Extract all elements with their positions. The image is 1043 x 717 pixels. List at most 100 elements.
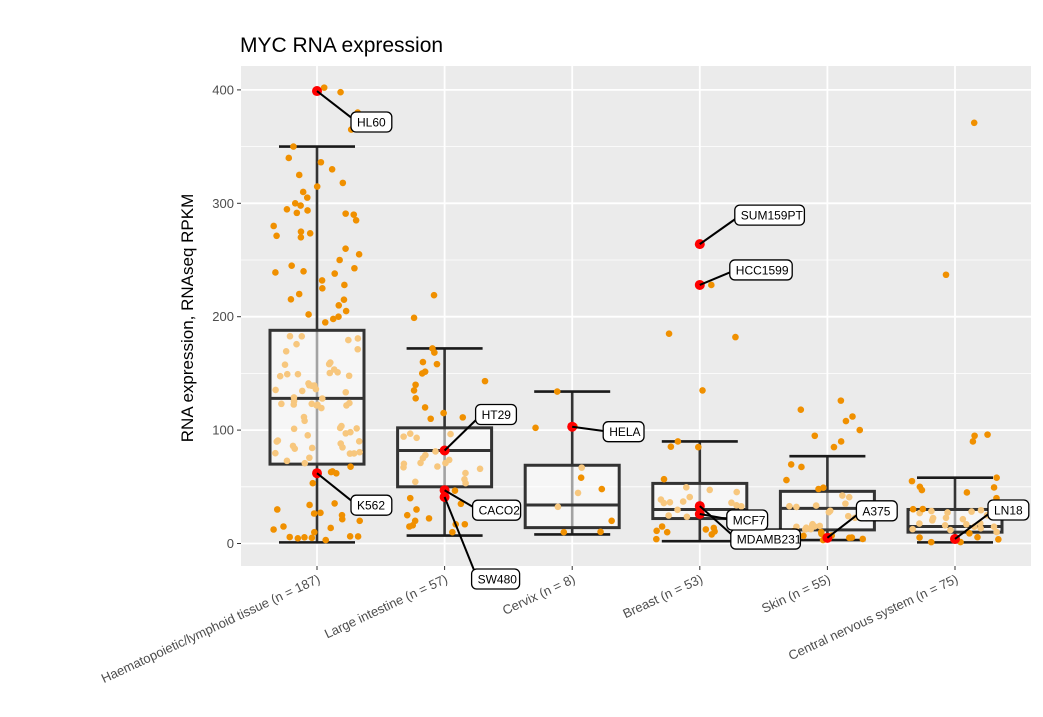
data-point xyxy=(330,366,338,373)
data-point xyxy=(294,534,302,542)
box xyxy=(396,426,494,489)
data-point xyxy=(342,210,349,217)
data-point xyxy=(321,319,329,326)
data-point xyxy=(309,479,317,487)
data-point xyxy=(683,513,691,521)
data-point xyxy=(856,426,864,434)
y-tick-label: 0 xyxy=(227,536,234,551)
data-point xyxy=(825,508,833,516)
label-text: HCC1599 xyxy=(736,263,789,277)
data-point xyxy=(345,336,352,344)
data-point xyxy=(553,388,561,395)
data-point xyxy=(845,493,853,501)
data-point xyxy=(793,503,800,511)
data-point xyxy=(347,463,354,470)
label-box xyxy=(470,568,521,590)
data-point xyxy=(459,414,467,421)
data-point xyxy=(733,488,741,496)
data-point xyxy=(815,485,822,493)
data-point xyxy=(289,442,297,450)
data-point xyxy=(273,438,281,445)
label-leader xyxy=(699,214,742,245)
data-point xyxy=(481,377,489,385)
data-point xyxy=(286,332,294,340)
label-text: SW480 xyxy=(478,573,518,587)
data-point xyxy=(663,528,671,536)
data-point xyxy=(990,484,998,491)
data-point xyxy=(345,372,353,380)
data-point xyxy=(800,532,807,540)
label-text: LN18 xyxy=(994,503,1023,517)
data-point xyxy=(817,528,825,536)
data-point xyxy=(287,296,295,303)
data-point xyxy=(665,330,673,338)
data-point xyxy=(337,88,344,96)
data-point xyxy=(578,464,585,471)
data-point xyxy=(419,358,427,366)
data-point xyxy=(699,387,706,394)
data-point xyxy=(844,512,852,520)
data-point xyxy=(400,460,408,468)
data-point xyxy=(787,461,795,468)
data-point xyxy=(658,523,666,530)
data-point xyxy=(995,536,1002,543)
data-point xyxy=(304,432,312,439)
data-point xyxy=(295,171,303,179)
data-point xyxy=(927,538,935,546)
data-point xyxy=(322,536,330,544)
data-point xyxy=(916,534,923,541)
data-point xyxy=(282,347,290,355)
data-point xyxy=(354,533,362,540)
data-point xyxy=(283,370,291,378)
data-point xyxy=(278,400,285,408)
data-point xyxy=(298,387,306,395)
x-tick-label: Haematopoietic/lymphoid tissue (n = 187) xyxy=(99,571,322,686)
data-point xyxy=(335,302,343,309)
data-point xyxy=(311,382,318,389)
data-point xyxy=(679,498,687,505)
data-point xyxy=(963,489,971,496)
data-point xyxy=(285,154,293,162)
data-point xyxy=(574,489,582,497)
data-point xyxy=(728,499,735,507)
data-point xyxy=(293,340,300,348)
data-point xyxy=(301,459,309,467)
data-point xyxy=(303,194,311,201)
data-point xyxy=(300,268,307,275)
data-point xyxy=(306,229,314,237)
label-box xyxy=(350,494,393,516)
data-point xyxy=(331,500,338,507)
data-point xyxy=(990,523,998,531)
data-point xyxy=(738,503,745,510)
data-point xyxy=(340,296,348,303)
data-point xyxy=(299,188,307,196)
data-point xyxy=(783,476,790,484)
label-text: K562 xyxy=(357,499,385,513)
label-leader xyxy=(316,472,358,506)
data-point xyxy=(406,494,414,502)
data-point xyxy=(410,314,418,322)
label-box xyxy=(726,509,769,531)
data-point xyxy=(305,311,312,318)
data-point xyxy=(425,515,433,522)
data-point xyxy=(554,503,562,511)
data-point xyxy=(837,397,845,404)
data-point xyxy=(849,413,856,420)
label-box xyxy=(729,259,793,281)
data-point xyxy=(845,534,853,542)
data-point xyxy=(400,433,407,440)
data-point xyxy=(970,119,978,127)
data-point xyxy=(977,506,985,514)
data-point xyxy=(293,209,301,217)
data-point xyxy=(842,500,849,507)
data-point xyxy=(281,361,289,368)
data-point xyxy=(350,450,358,457)
data-point xyxy=(667,443,675,451)
data-point xyxy=(331,270,339,277)
data-point xyxy=(301,417,308,425)
data-point xyxy=(577,474,585,482)
data-point xyxy=(406,430,414,438)
label-box xyxy=(474,403,518,426)
data-point xyxy=(329,315,337,323)
